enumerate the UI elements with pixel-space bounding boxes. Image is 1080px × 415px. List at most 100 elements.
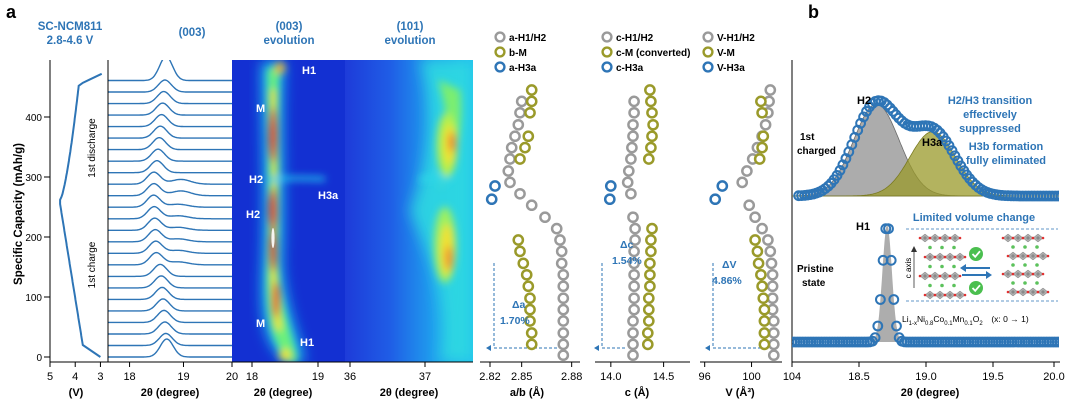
- metal-atom: [1026, 236, 1030, 240]
- oxygen-atom: [1011, 272, 1015, 276]
- panel-b: 104 18.5 19.0 19.5 20.0 2θ (degree) H2 H3a 1…: [783, 60, 1065, 399]
- voltage-x-label: (V): [69, 387, 84, 399]
- xrd-pattern-line: [108, 205, 232, 220]
- label-transition-2: effectively: [963, 109, 1018, 121]
- metal-atom: [948, 255, 952, 259]
- lattice-point: [644, 280, 656, 293]
- lattice-point: [764, 84, 777, 96]
- y-tick-label: 200: [25, 233, 42, 244]
- metal-atom: [958, 293, 962, 297]
- y-axis-ticks: 0 100 200 300 400: [25, 113, 50, 364]
- panel-b-x-ticks: 104 18.5 19.0 19.5 20.0: [783, 362, 1065, 383]
- pristine-point: [891, 320, 902, 332]
- lattice-point: [557, 327, 570, 339]
- oxygen-atom: [918, 236, 922, 240]
- lattice-point: [512, 118, 525, 131]
- legend-label: b-M: [509, 48, 527, 59]
- xrd-pattern-line: [108, 160, 232, 174]
- pristine-point: [1057, 338, 1059, 346]
- lattice-point: [628, 106, 640, 119]
- lattice-point: [604, 180, 617, 192]
- lattice-point: [767, 338, 780, 351]
- contour-101-x-ticks: 36 37 2.82: [344, 362, 501, 383]
- lattice-point: [627, 338, 639, 351]
- lattice-point: [645, 95, 657, 108]
- oxygen-atom: [1026, 290, 1030, 294]
- check-icon-bottom: [969, 281, 983, 295]
- contour-101-image: [345, 60, 473, 362]
- oxygen-atom: [938, 274, 942, 278]
- legend-label: V-H1/H2: [717, 33, 755, 44]
- voltage-panel: 5 4 3 (V) 1st charge 1st discharge: [47, 60, 108, 399]
- contour-003-image: [232, 60, 345, 362]
- oxygen-atom: [1031, 272, 1035, 276]
- lattice-point: [767, 315, 780, 327]
- lithium-atom: [940, 283, 944, 288]
- lattice-point: [766, 268, 779, 281]
- oxygen-atom: [933, 293, 937, 297]
- xrd-pattern-line: [108, 182, 232, 197]
- phase-h1-top: H1: [302, 65, 316, 77]
- lattice-point: [751, 245, 764, 258]
- lattice-v-x-label: V (Å³): [725, 386, 755, 399]
- lithium-atom: [940, 245, 944, 250]
- lattice-point: [504, 153, 516, 165]
- charged-point: [1055, 191, 1059, 201]
- label-first-charged-1: 1st: [800, 132, 815, 143]
- guide-arrowhead: [705, 345, 710, 351]
- lattice-point: [514, 187, 526, 200]
- pristine-point: [888, 294, 900, 305]
- lithium-atom: [1023, 263, 1027, 267]
- lattice-point: [539, 211, 551, 224]
- metal-atom: [1011, 254, 1015, 258]
- pristine-point: [875, 294, 886, 305]
- lattice-point: [504, 176, 516, 189]
- lattice-point: [757, 130, 770, 143]
- lattice-point: [557, 303, 570, 316]
- delta-c-value: 1.54%: [612, 255, 642, 267]
- xrd-pattern-line: [108, 79, 232, 93]
- lattice-point: [525, 199, 538, 212]
- xrd-pattern-line: [108, 321, 232, 335]
- oxygen-atom: [918, 274, 922, 278]
- label-pristine-1: Pristine: [797, 264, 834, 275]
- lattice-point: [756, 280, 768, 293]
- oxygen-atom: [938, 236, 942, 240]
- metal-atom: [1021, 254, 1025, 258]
- oxygen-atom: [1026, 254, 1030, 258]
- metal-atom: [948, 293, 952, 297]
- metal-atom: [953, 236, 957, 240]
- lattice-point: [641, 327, 654, 339]
- legend-marker: [702, 61, 714, 73]
- stack-tick-label: 18: [123, 371, 135, 383]
- label-pristine-2: state: [802, 278, 826, 289]
- lattice-point: [758, 303, 771, 316]
- legend-label: V-H3a: [717, 63, 745, 74]
- oxygen-atom: [948, 274, 952, 278]
- label-h3b-1: H3b formation: [969, 141, 1044, 153]
- xrd-stack-lines: [108, 60, 232, 358]
- metal-atom: [1016, 236, 1020, 240]
- oxygen-atom: [928, 274, 932, 278]
- map101-tick-label: 36: [344, 371, 356, 383]
- xrd-pattern-line: [108, 125, 232, 139]
- metal-atom: [928, 293, 932, 297]
- xrd-pattern-line: [108, 286, 232, 301]
- contour-003-panel: H1 M H2 H3a H2 M H1 20 18 19 2θ (degree): [226, 60, 345, 399]
- lattice-tick-label: 14.0: [600, 371, 621, 383]
- legend-label: c-H1/H2: [616, 33, 654, 44]
- panel-b-x-label: 2θ (degree): [901, 387, 960, 399]
- lattice-point: [645, 234, 657, 246]
- lattice-point: [764, 245, 777, 258]
- oxygen-atom: [1021, 236, 1025, 240]
- metal-atom: [1021, 290, 1025, 294]
- voltage-window: 2.8-4.6 V: [47, 35, 94, 47]
- lattice-point: [767, 327, 780, 339]
- lattice-point: [759, 118, 772, 131]
- legend-marker: [494, 31, 506, 43]
- xrd-pattern-line: [108, 240, 232, 254]
- lattice-point: [645, 141, 657, 154]
- phase-h3a: H3a: [318, 190, 339, 202]
- lattice-point: [628, 303, 640, 316]
- lattice-point: [741, 165, 753, 177]
